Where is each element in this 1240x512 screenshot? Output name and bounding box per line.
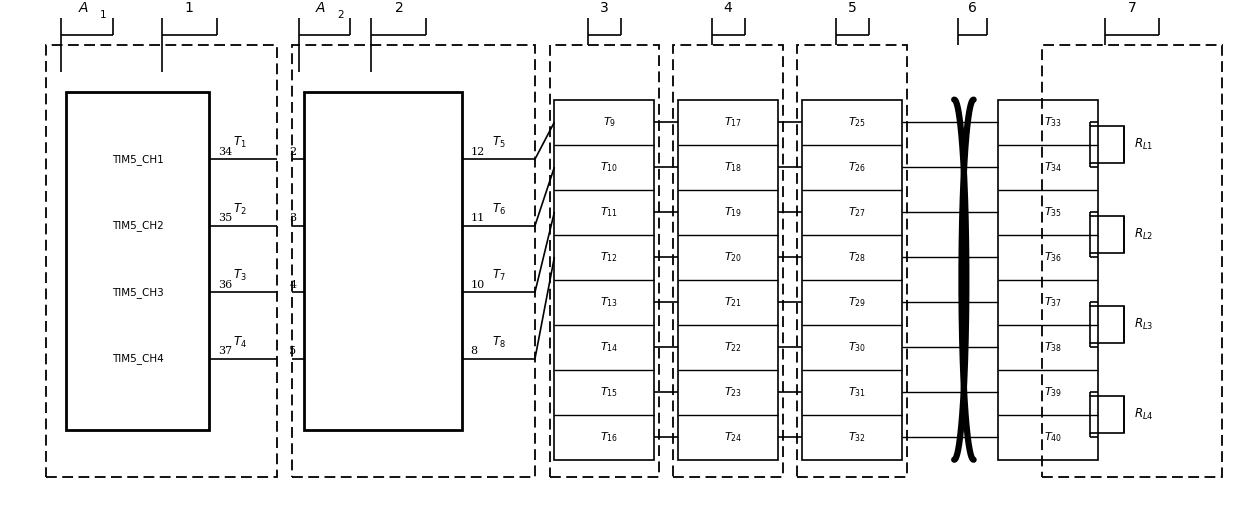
Text: 34: 34 xyxy=(218,147,232,157)
Text: TIM5_CH3: TIM5_CH3 xyxy=(112,287,164,298)
Text: TIM5_CH1: TIM5_CH1 xyxy=(112,154,164,165)
Bar xyxy=(802,100,901,460)
Bar xyxy=(1090,306,1125,343)
Text: $T_{15}$: $T_{15}$ xyxy=(600,386,619,399)
Text: 8: 8 xyxy=(470,347,477,356)
Bar xyxy=(1090,126,1125,163)
Text: $T_{23}$: $T_{23}$ xyxy=(724,386,742,399)
Text: $R_{L2}$: $R_{L2}$ xyxy=(1135,227,1153,242)
Text: $T_{14}$: $T_{14}$ xyxy=(600,340,619,354)
Text: $3$: $3$ xyxy=(599,1,609,15)
Bar xyxy=(1090,396,1125,433)
Text: $T_{2}$: $T_{2}$ xyxy=(233,202,247,217)
Text: $T_{30}$: $T_{30}$ xyxy=(848,340,867,354)
Text: $R_{L4}$: $R_{L4}$ xyxy=(1135,407,1153,422)
Text: $T_{6}$: $T_{6}$ xyxy=(491,202,506,217)
Text: $2$: $2$ xyxy=(393,1,403,15)
Text: $2$: $2$ xyxy=(337,8,345,20)
Text: $A$: $A$ xyxy=(78,1,89,15)
Text: 11: 11 xyxy=(470,214,485,223)
Bar xyxy=(291,45,534,477)
Bar xyxy=(549,45,658,477)
Text: $T_{28}$: $T_{28}$ xyxy=(848,250,867,264)
Text: 3: 3 xyxy=(289,214,296,223)
Text: 5: 5 xyxy=(289,347,296,356)
Text: $T_{31}$: $T_{31}$ xyxy=(848,386,866,399)
Text: $T_{13}$: $T_{13}$ xyxy=(600,295,619,309)
Text: 4: 4 xyxy=(289,280,296,290)
Text: 10: 10 xyxy=(470,280,485,290)
Text: $T_{39}$: $T_{39}$ xyxy=(1044,386,1061,399)
Text: 12: 12 xyxy=(470,147,485,157)
Text: $T_{16}$: $T_{16}$ xyxy=(600,430,619,444)
Bar xyxy=(998,100,1097,460)
Text: TIM5_CH4: TIM5_CH4 xyxy=(112,353,164,365)
Text: $T_{18}$: $T_{18}$ xyxy=(724,160,743,174)
Text: $T_{9}$: $T_{9}$ xyxy=(603,115,616,129)
Text: $1$: $1$ xyxy=(99,8,107,20)
Text: $4$: $4$ xyxy=(723,1,733,15)
Bar xyxy=(66,92,210,430)
Text: $T_{19}$: $T_{19}$ xyxy=(724,205,743,219)
Text: $T_{7}$: $T_{7}$ xyxy=(491,268,506,284)
Text: $T_{24}$: $T_{24}$ xyxy=(724,430,743,444)
Text: $T_{35}$: $T_{35}$ xyxy=(1044,205,1061,219)
Text: $T_{34}$: $T_{34}$ xyxy=(1044,160,1061,174)
Text: $T_{32}$: $T_{32}$ xyxy=(848,430,866,444)
Text: $R_{L3}$: $R_{L3}$ xyxy=(1135,317,1153,332)
Text: $T_{1}$: $T_{1}$ xyxy=(233,135,247,151)
Text: $T_{4}$: $T_{4}$ xyxy=(233,335,247,350)
Text: 36: 36 xyxy=(218,280,232,290)
Bar xyxy=(304,92,463,430)
Text: $T_{10}$: $T_{10}$ xyxy=(600,160,619,174)
Text: $T_{5}$: $T_{5}$ xyxy=(491,135,506,151)
Bar xyxy=(673,45,782,477)
Bar xyxy=(797,45,906,477)
Text: $T_{27}$: $T_{27}$ xyxy=(848,205,866,219)
Bar xyxy=(46,45,278,477)
Text: $T_{11}$: $T_{11}$ xyxy=(600,205,619,219)
Text: $T_{21}$: $T_{21}$ xyxy=(724,295,742,309)
Bar xyxy=(1042,45,1221,477)
Text: $T_{37}$: $T_{37}$ xyxy=(1044,295,1061,309)
Text: 35: 35 xyxy=(218,214,232,223)
Text: $T_{36}$: $T_{36}$ xyxy=(1044,250,1061,264)
Text: $6$: $6$ xyxy=(967,1,977,15)
Text: $T_{12}$: $T_{12}$ xyxy=(600,250,618,264)
Text: $T_{17}$: $T_{17}$ xyxy=(724,115,742,129)
Text: TIM5_CH2: TIM5_CH2 xyxy=(112,220,164,231)
Text: $T_{22}$: $T_{22}$ xyxy=(724,340,742,354)
Text: $A$: $A$ xyxy=(315,1,326,15)
Text: $T_{33}$: $T_{33}$ xyxy=(1044,115,1061,129)
Text: $T_{25}$: $T_{25}$ xyxy=(848,115,866,129)
Text: $T_{26}$: $T_{26}$ xyxy=(848,160,867,174)
Text: $7$: $7$ xyxy=(1127,1,1136,15)
Text: $T_{29}$: $T_{29}$ xyxy=(848,295,866,309)
Text: $R_{L1}$: $R_{L1}$ xyxy=(1135,137,1153,152)
Text: 37: 37 xyxy=(218,347,232,356)
Text: $T_{8}$: $T_{8}$ xyxy=(491,335,506,350)
Text: 2: 2 xyxy=(289,147,296,157)
Bar xyxy=(678,100,777,460)
Text: $5$: $5$ xyxy=(847,1,857,15)
Text: $1$: $1$ xyxy=(185,1,193,15)
Bar xyxy=(1090,216,1125,253)
Text: $T_{38}$: $T_{38}$ xyxy=(1044,340,1061,354)
Bar xyxy=(554,100,653,460)
Text: $T_{3}$: $T_{3}$ xyxy=(233,268,247,284)
Text: $T_{20}$: $T_{20}$ xyxy=(724,250,743,264)
Text: $T_{40}$: $T_{40}$ xyxy=(1044,430,1061,444)
